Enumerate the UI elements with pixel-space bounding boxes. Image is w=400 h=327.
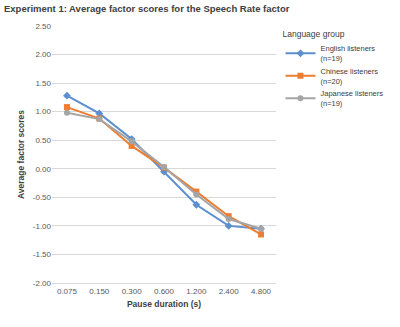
svg-text:2.400: 2.400 (219, 287, 240, 296)
svg-text:-2.00: -2.00 (33, 279, 52, 288)
svg-text:0.300: 0.300 (122, 287, 143, 296)
svg-text:0.075: 0.075 (57, 287, 78, 296)
svg-text:-1.50: -1.50 (33, 250, 52, 259)
svg-text:Average factor scores: Average factor scores (16, 110, 26, 199)
svg-text:Experiment 1: Average factor s: Experiment 1: Average factor scores for … (4, 3, 290, 14)
svg-text:1.50: 1.50 (35, 79, 51, 88)
svg-text:2.50: 2.50 (35, 22, 51, 31)
svg-text:0.50: 0.50 (35, 136, 51, 145)
svg-text:-1.00: -1.00 (33, 222, 52, 231)
svg-text:Pause duration (s): Pause duration (s) (127, 299, 201, 309)
svg-text:1.00: 1.00 (35, 107, 51, 116)
svg-text:0.00: 0.00 (35, 165, 51, 174)
svg-text:Language group: Language group (282, 29, 344, 39)
svg-text:1.200: 1.200 (186, 287, 207, 296)
svg-text:-0.50: -0.50 (33, 193, 52, 202)
svg-text:0.600: 0.600 (154, 287, 175, 296)
svg-text:4.800: 4.800 (251, 287, 272, 296)
svg-text:Japanese listeners(n=19): Japanese listeners(n=19) (320, 89, 383, 108)
svg-text:Chinese listeners(n=20): Chinese listeners(n=20) (320, 67, 378, 86)
svg-text:English listeners(n=19): English listeners(n=19) (320, 44, 375, 63)
svg-text:0.150: 0.150 (89, 287, 110, 296)
svg-text:2.00: 2.00 (35, 50, 51, 59)
